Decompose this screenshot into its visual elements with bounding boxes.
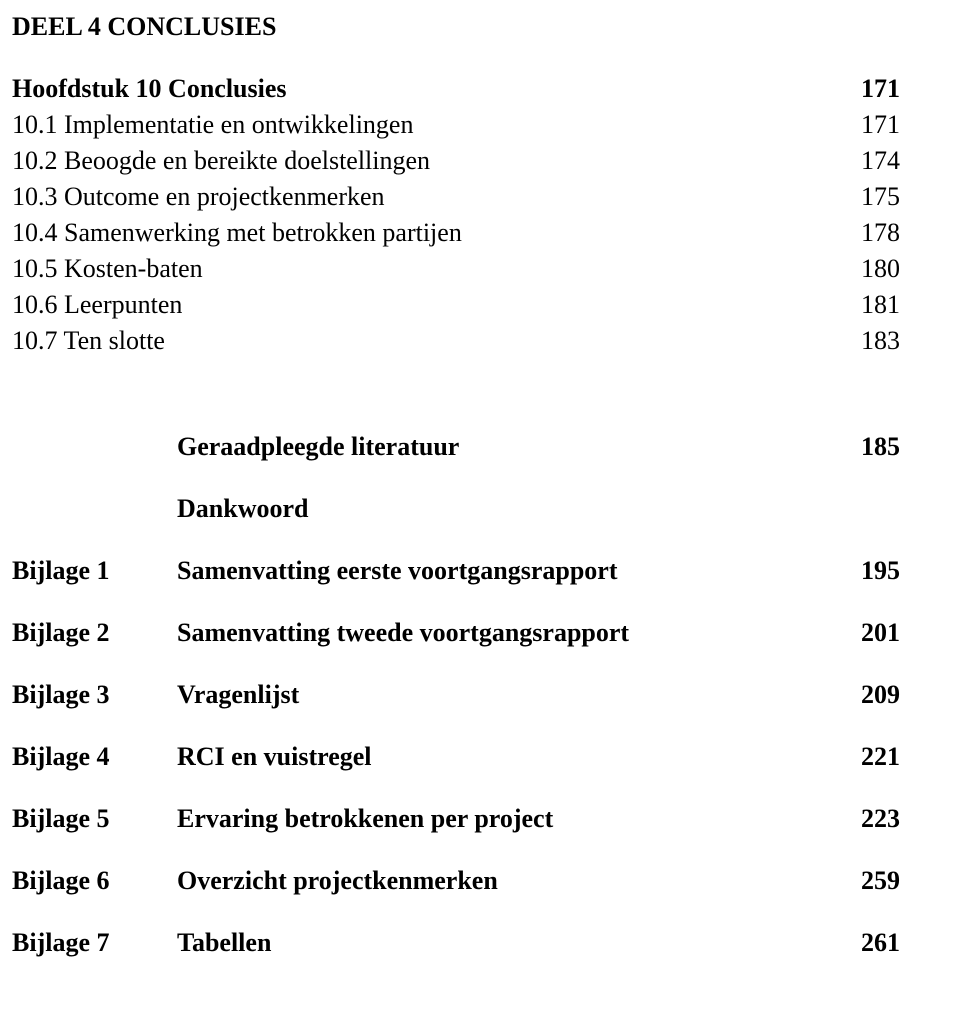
- bijlage-page: 221: [861, 742, 900, 772]
- literatuur-label: Geraadpleegde literatuur: [12, 432, 459, 462]
- bijlage-number: Bijlage 6: [12, 866, 177, 896]
- bijlage-page: 259: [861, 866, 900, 896]
- bijlage-number: Bijlage 1: [12, 556, 177, 586]
- section-label: 10.4 Samenwerking met betrokken partijen: [12, 218, 462, 248]
- bijlage-page: 261: [861, 928, 900, 958]
- bijlage-number: Bijlage 3: [12, 680, 177, 710]
- bijlage-page: 201: [861, 618, 900, 648]
- literatuur-row: Geraadpleegde literatuur 185: [12, 432, 900, 462]
- section-row: 10.2 Beoogde en bereikte doelstellingen …: [12, 146, 900, 176]
- section-page: 178: [861, 218, 900, 248]
- bijlage-page: 195: [861, 556, 900, 586]
- bijlage-number: Bijlage 2: [12, 618, 177, 648]
- section-page: 174: [861, 146, 900, 176]
- bijlage-title: Vragenlijst: [177, 680, 861, 710]
- bijlage-page: 223: [861, 804, 900, 834]
- bijlage-number: Bijlage 7: [12, 928, 177, 958]
- section-label: 10.2 Beoogde en bereikte doelstellingen: [12, 146, 430, 176]
- bijlage-number: Bijlage 5: [12, 804, 177, 834]
- bijlage-title: Ervaring betrokkenen per project: [177, 804, 861, 834]
- chapter-page: 171: [861, 74, 900, 104]
- bijlage-number: Bijlage 4: [12, 742, 177, 772]
- dankwoord-label: Dankwoord: [12, 494, 900, 524]
- section-row: 10.4 Samenwerking met betrokken partijen…: [12, 218, 900, 248]
- bijlage-title: Overzicht projectkenmerken: [177, 866, 861, 896]
- bijlage-row: Bijlage 3 Vragenlijst 209: [12, 680, 900, 710]
- section-label: 10.5 Kosten-baten: [12, 254, 203, 284]
- bijlage-title: RCI en vuistregel: [177, 742, 861, 772]
- section-row: 10.7 Ten slotte 183: [12, 326, 900, 356]
- section-row: 10.5 Kosten-baten 180: [12, 254, 900, 284]
- literatuur-page: 185: [861, 432, 900, 462]
- bijlage-title: Tabellen: [177, 928, 861, 958]
- bijlage-title: Samenvatting eerste voortgangsrapport: [177, 556, 861, 586]
- section-page: 180: [861, 254, 900, 284]
- section-label: 10.6 Leerpunten: [12, 290, 182, 320]
- section-page: 181: [861, 290, 900, 320]
- bijlage-row: Bijlage 2 Samenvatting tweede voortgangs…: [12, 618, 900, 648]
- part-title: DEEL 4 CONCLUSIES: [12, 12, 900, 42]
- section-label: 10.1 Implementatie en ontwikkelingen: [12, 110, 413, 140]
- section-page: 175: [861, 182, 900, 212]
- bijlage-row: Bijlage 7 Tabellen 261: [12, 928, 900, 958]
- bijlage-page: 209: [861, 680, 900, 710]
- bijlage-row: Bijlage 1 Samenvatting eerste voortgangs…: [12, 556, 900, 586]
- section-row: 10.3 Outcome en projectkenmerken 175: [12, 182, 900, 212]
- section-page: 183: [861, 326, 900, 356]
- section-page: 171: [861, 110, 900, 140]
- bijlage-row: Bijlage 4 RCI en vuistregel 221: [12, 742, 900, 772]
- bijlage-row: Bijlage 5 Ervaring betrokkenen per proje…: [12, 804, 900, 834]
- chapter-row: Hoofdstuk 10 Conclusies 171: [12, 74, 900, 104]
- bijlage-row: Bijlage 6 Overzicht projectkenmerken 259: [12, 866, 900, 896]
- bijlage-title: Samenvatting tweede voortgangsrapport: [177, 618, 861, 648]
- section-label: 10.3 Outcome en projectkenmerken: [12, 182, 385, 212]
- section-row: 10.6 Leerpunten 181: [12, 290, 900, 320]
- section-row: 10.1 Implementatie en ontwikkelingen 171: [12, 110, 900, 140]
- chapter-label: Hoofdstuk 10 Conclusies: [12, 74, 287, 104]
- section-label: 10.7 Ten slotte: [12, 326, 165, 356]
